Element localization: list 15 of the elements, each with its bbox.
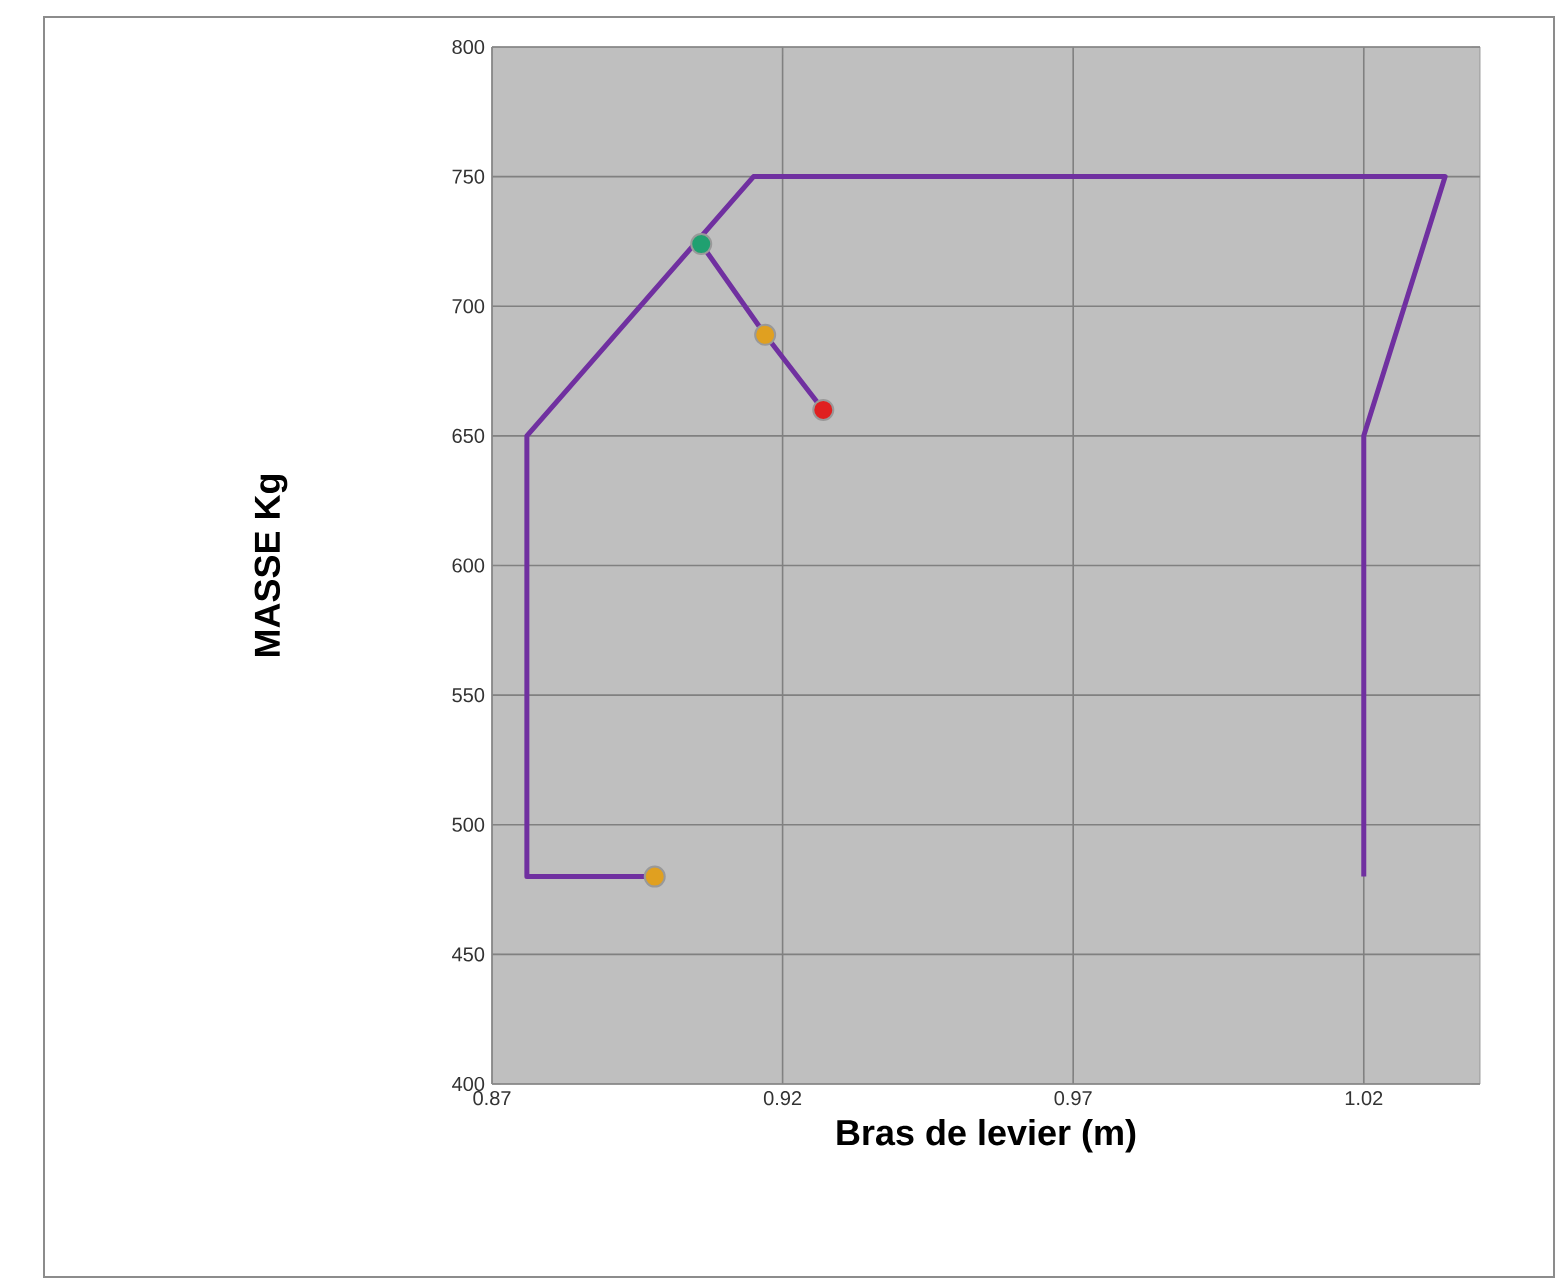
y-tick-label: 750: [452, 169, 485, 184]
y-tick-label: 400: [452, 1076, 485, 1092]
x-tick-label: 0.97: [1054, 1091, 1092, 1106]
x-tick-label: 0.92: [763, 1091, 802, 1106]
x-tick-label: 1.02: [1345, 1091, 1383, 1106]
y-tick-label: 650: [452, 428, 485, 443]
y-tick-label: 550: [452, 688, 485, 703]
y-tick-label: 700: [452, 299, 485, 314]
y-tick-label: 450: [452, 947, 485, 962]
x-tick-label: 0.87: [473, 1091, 511, 1106]
y-tick-label: 800: [452, 39, 485, 55]
x-axis-title: Bras de levier (m): [837, 1118, 1136, 1153]
y-tick-label: 500: [452, 817, 485, 832]
y-tick-label: 600: [452, 558, 485, 573]
y-axis-title: MASSE Kg: [254, 474, 288, 657]
